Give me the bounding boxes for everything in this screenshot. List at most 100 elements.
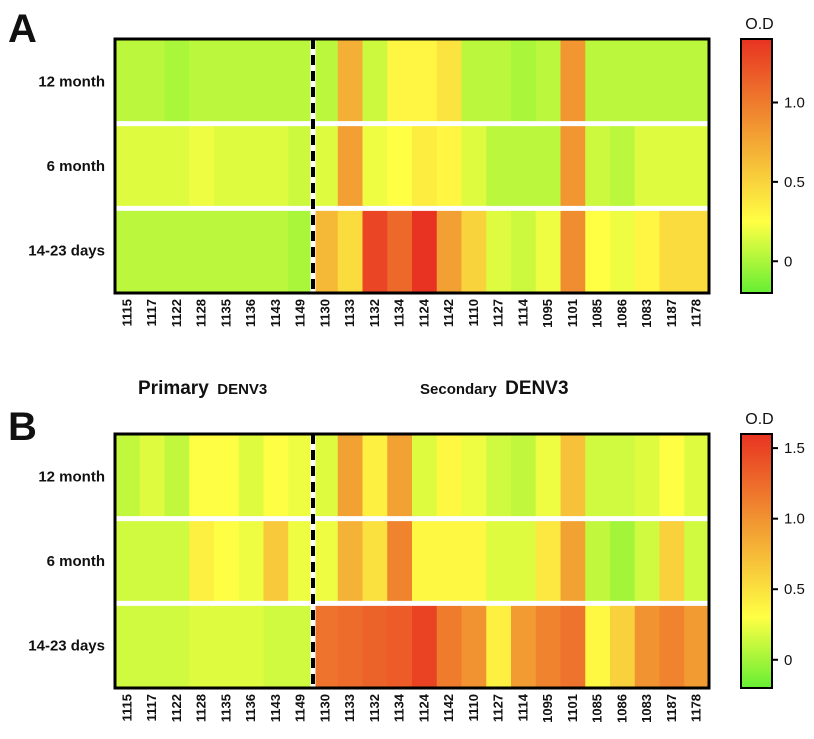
group-label-primary-main: Primary bbox=[138, 378, 209, 399]
column-label-a-19: 1085 bbox=[590, 299, 605, 328]
heatmap-cell-b-r2-c8 bbox=[313, 603, 339, 689]
heatmap-cell-b-r0-c2 bbox=[164, 434, 190, 520]
column-label-a-11: 1134 bbox=[392, 298, 407, 327]
heatmap-cell-b-r2-c15 bbox=[486, 603, 512, 689]
heatmap-cell-a-r1-c6 bbox=[263, 123, 289, 209]
heatmap-cell-b-r1-c7 bbox=[288, 518, 314, 604]
heatmap-cell-a-r1-c19 bbox=[585, 123, 611, 209]
heatmap-cell-a-r0-c20 bbox=[610, 39, 636, 125]
group-label-secondary: Secondary DENV3 bbox=[420, 378, 569, 399]
heatmap-cell-b-r2-c9 bbox=[337, 603, 364, 689]
heatmap-cell-a-r1-c16 bbox=[511, 123, 537, 209]
heatmap-cell-a-r2-c12 bbox=[412, 208, 438, 294]
heatmap-cell-b-r1-c23 bbox=[684, 518, 710, 604]
heatmap-cell-a-r0-c10 bbox=[362, 39, 388, 125]
heatmap-cell-b-r2-c7 bbox=[288, 603, 314, 689]
column-label-b-6: 1143 bbox=[268, 694, 283, 722]
heatmap-cell-b-r2-c14 bbox=[461, 603, 487, 689]
column-label-b-13: 1142 bbox=[441, 694, 456, 722]
column-label-b-11: 1134 bbox=[392, 693, 407, 722]
heatmap-cell-a-r0-c6 bbox=[263, 39, 289, 125]
heatmap-cell-b-r0-c4 bbox=[214, 434, 240, 520]
column-label-a-12: 1124 bbox=[416, 298, 431, 327]
heatmap-cell-a-r1-c9 bbox=[337, 123, 364, 209]
heatmap-panel-a: 12 month 6 month 14-23 days 1115 1117 1122 112… bbox=[28, 16, 805, 328]
column-label-a-2: 1122 bbox=[169, 299, 184, 327]
heatmap-cell-b-r1-c8 bbox=[313, 518, 339, 604]
column-label-b-3: 1128 bbox=[194, 694, 209, 722]
heatmap-cell-b-r1-c21 bbox=[634, 518, 661, 604]
group-label-secondary-sub: DENV3 bbox=[505, 378, 568, 399]
heatmap-cell-b-r1-c0 bbox=[115, 518, 141, 604]
heatmap-cell-b-r0-c11 bbox=[387, 434, 413, 520]
colorbar-tick-label-b-1: 0.5 bbox=[784, 581, 805, 598]
heatmap-cell-a-r2-c6 bbox=[263, 208, 289, 294]
heatmap-cell-a-r1-c11 bbox=[387, 123, 413, 209]
heatmap-cell-b-r0-c12 bbox=[412, 434, 438, 520]
heatmap-cell-a-r0-c2 bbox=[164, 39, 190, 125]
heatmap-cell-a-r2-c4 bbox=[214, 208, 240, 294]
column-label-a-18: 1101 bbox=[565, 299, 580, 327]
heatmap-cell-b-r1-c18 bbox=[560, 518, 586, 604]
column-label-a-21: 1083 bbox=[639, 299, 654, 328]
heatmap-cell-a-r2-c22 bbox=[659, 208, 685, 294]
heatmap-cell-b-r0-c6 bbox=[263, 434, 289, 520]
heatmap-cell-a-r1-c17 bbox=[535, 123, 562, 209]
heatmap-cell-b-r2-c13 bbox=[436, 603, 463, 689]
heatmap-cell-b-r0-c19 bbox=[585, 434, 611, 520]
colorbar-title-a: O.D bbox=[745, 16, 773, 33]
heatmap-cell-b-r1-c9 bbox=[337, 518, 364, 604]
column-label-a-20: 1086 bbox=[614, 299, 629, 328]
heatmap-cell-b-r2-c12 bbox=[412, 603, 438, 689]
column-label-a-7: 1149 bbox=[293, 299, 308, 327]
column-label-a-9: 1133 bbox=[342, 299, 357, 327]
column-label-b-10: 1132 bbox=[367, 694, 382, 722]
heatmap-cell-a-r1-c12 bbox=[412, 123, 438, 209]
heatmap-cell-a-r1-c3 bbox=[189, 123, 215, 209]
heatmap-cell-b-r1-c3 bbox=[189, 518, 215, 604]
column-label-b-9: 1133 bbox=[342, 694, 357, 722]
heatmap-cell-a-r0-c22 bbox=[659, 39, 685, 125]
heatmap-cell-a-r0-c14 bbox=[461, 39, 487, 125]
heatmap-cell-a-r2-c8 bbox=[313, 208, 339, 294]
heatmap-cell-b-r1-c6 bbox=[263, 518, 289, 604]
heatmap-cell-b-r2-c19 bbox=[585, 603, 611, 689]
heatmap-cell-a-r1-c2 bbox=[164, 123, 190, 209]
column-label-a-0: 1115 bbox=[119, 299, 134, 327]
heatmap-cell-a-r0-c23 bbox=[684, 39, 710, 125]
column-label-a-4: 1135 bbox=[218, 299, 233, 327]
heatmap-cell-b-r2-c20 bbox=[610, 603, 636, 689]
column-label-a-16: 1114 bbox=[515, 298, 530, 326]
heatmap-cell-a-r2-c3 bbox=[189, 208, 215, 294]
heatmap-cell-b-r0-c1 bbox=[139, 434, 166, 520]
column-label-b-12: 1124 bbox=[416, 693, 431, 722]
heatmap-cell-a-r2-c14 bbox=[461, 208, 487, 294]
column-label-b-15: 1127 bbox=[491, 694, 506, 722]
group-label-primary: Primary DENV3 bbox=[138, 378, 267, 399]
row-label-b-2: 14-23 days bbox=[28, 638, 105, 655]
column-label-b-14: 1110 bbox=[466, 694, 481, 722]
row-label-b-1: 6 month bbox=[47, 553, 105, 570]
column-label-b-8: 1130 bbox=[317, 694, 332, 722]
heatmap-cell-b-r0-c21 bbox=[634, 434, 661, 520]
column-label-b-18: 1101 bbox=[565, 694, 580, 722]
heatmap-cell-a-r1-c20 bbox=[610, 123, 636, 209]
heatmap-cell-b-r0-c3 bbox=[189, 434, 215, 520]
heatmap-cell-a-r0-c8 bbox=[313, 39, 339, 125]
heatmap-cell-b-r1-c12 bbox=[412, 518, 438, 604]
heatmap-cell-b-r2-c5 bbox=[238, 603, 265, 689]
heatmap-cell-b-r1-c13 bbox=[436, 518, 463, 604]
column-label-b-7: 1149 bbox=[293, 694, 308, 722]
heatmap-cell-a-r0-c17 bbox=[535, 39, 562, 125]
heatmap-cell-a-r1-c7 bbox=[288, 123, 314, 209]
colorbar-title-b: O.D bbox=[745, 411, 773, 428]
heatmap-cell-b-r1-c17 bbox=[535, 518, 562, 604]
row-label-a-0: 12 month bbox=[38, 73, 105, 90]
column-label-a-5: 1136 bbox=[243, 299, 258, 327]
panel-b-letter: B bbox=[8, 405, 37, 449]
heatmap-cell-a-r2-c11 bbox=[387, 208, 413, 294]
heatmap-cell-a-r0-c15 bbox=[486, 39, 512, 125]
colorbar-tick-label-b-2: 1.0 bbox=[784, 511, 805, 528]
colorbar-tick-label-a-1: 0.5 bbox=[784, 174, 805, 191]
